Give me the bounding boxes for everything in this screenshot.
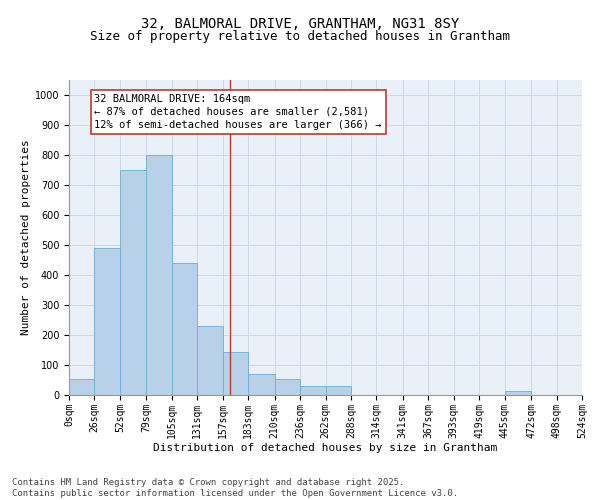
Bar: [325, 386, 351, 395]
Bar: [223, 352, 248, 395]
Bar: [120, 170, 146, 395]
Bar: [146, 155, 172, 395]
Bar: [94, 248, 120, 395]
Text: Contains HM Land Registry data © Crown copyright and database right 2025.
Contai: Contains HM Land Registry data © Crown c…: [12, 478, 458, 498]
X-axis label: Distribution of detached houses by size in Grantham: Distribution of detached houses by size …: [154, 444, 497, 454]
Bar: [248, 374, 275, 395]
Bar: [197, 326, 223, 395]
Text: 32 BALMORAL DRIVE: 164sqm
← 87% of detached houses are smaller (2,581)
12% of se: 32 BALMORAL DRIVE: 164sqm ← 87% of detac…: [94, 94, 382, 130]
Bar: [275, 378, 300, 395]
Bar: [300, 386, 325, 395]
Text: 32, BALMORAL DRIVE, GRANTHAM, NG31 8SY: 32, BALMORAL DRIVE, GRANTHAM, NG31 8SY: [141, 18, 459, 32]
Y-axis label: Number of detached properties: Number of detached properties: [20, 140, 31, 336]
Bar: [69, 378, 94, 395]
Bar: [172, 263, 197, 395]
Text: Size of property relative to detached houses in Grantham: Size of property relative to detached ho…: [90, 30, 510, 43]
Bar: [505, 390, 531, 395]
